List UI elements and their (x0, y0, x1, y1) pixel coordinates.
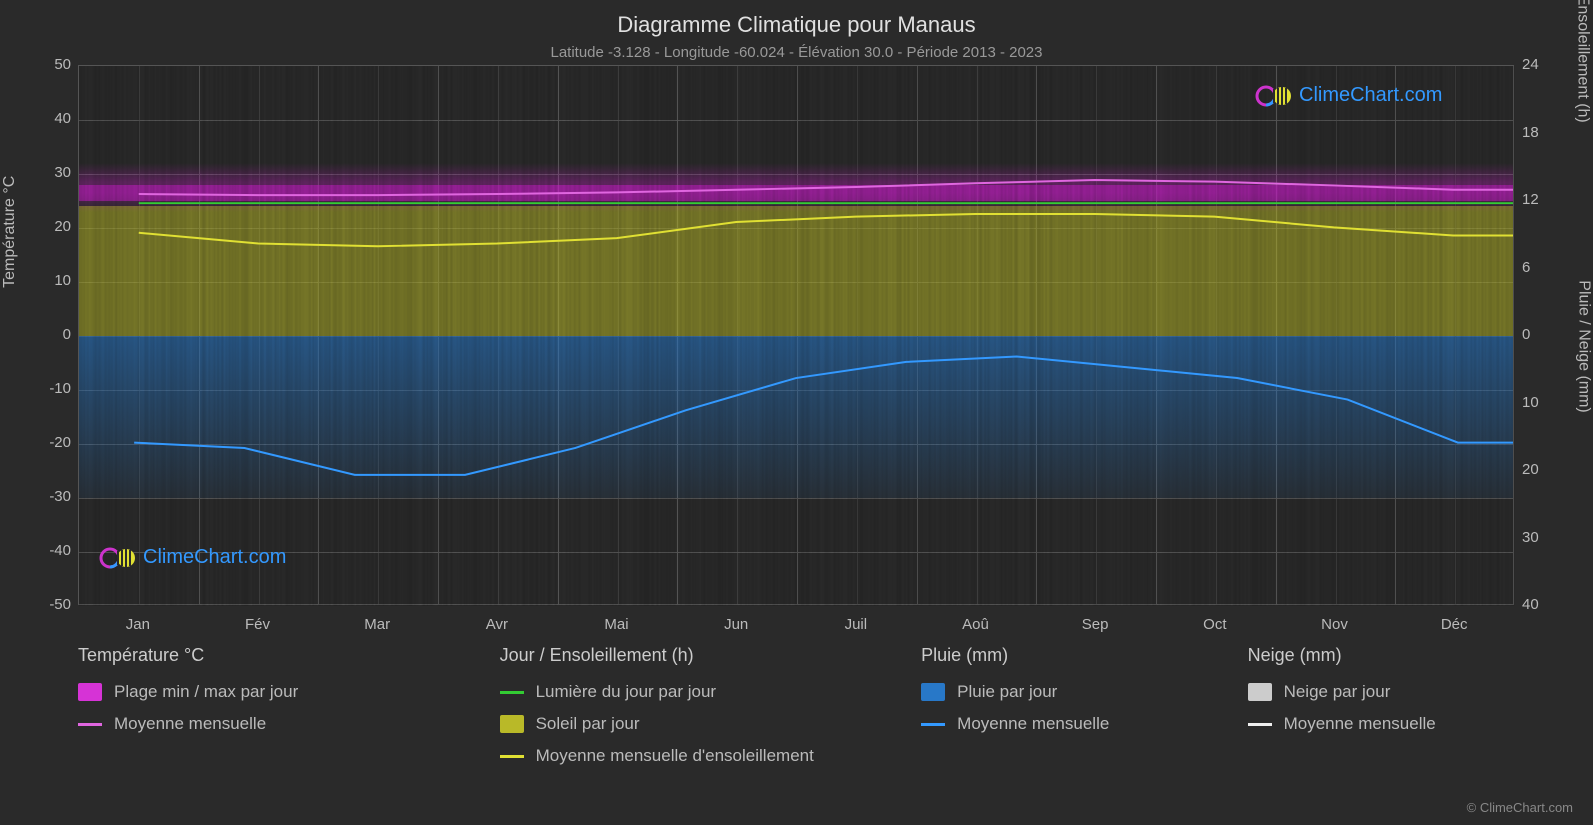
ytick-right-hours: 6 (1522, 259, 1530, 276)
chart-title: Diagramme Climatique pour Manaus (0, 0, 1593, 38)
watermark: ClimeChart.com (99, 546, 286, 569)
legend: Température °C Plage min / max par jour Mo… (78, 645, 1514, 766)
legend-item: Moyenne mensuelle d'ensoleillement (500, 746, 862, 766)
logo-icon (1255, 85, 1293, 107)
xtick-month: Nov (1321, 616, 1348, 633)
ytick-left: -20 (49, 434, 71, 451)
xtick-month: Fév (245, 616, 270, 633)
legend-item: Pluie par jour (921, 682, 1187, 702)
legend-column: Jour / Ensoleillement (h) Lumière du jour… (500, 645, 862, 766)
legend-line-icon (78, 723, 102, 726)
ytick-left: 50 (54, 56, 71, 73)
legend-line-icon (1248, 723, 1272, 726)
legend-item: Moyenne mensuelle (1248, 714, 1514, 734)
legend-column: Neige (mm) Neige par jour Moyenne mensuell… (1248, 645, 1514, 766)
watermark: ClimeChart.com (1255, 84, 1442, 107)
xtick-month: Déc (1441, 616, 1468, 633)
xtick-month: Jun (724, 616, 748, 633)
xtick-month: Mar (364, 616, 390, 633)
ytick-left: 0 (63, 326, 71, 343)
legend-label: Neige par jour (1284, 682, 1391, 702)
legend-line-icon (500, 691, 524, 694)
chart-subtitle: Latitude -3.128 - Longitude -60.024 - Él… (0, 38, 1593, 61)
y-axis-left: 50403020100-10-20-30-40-50 (20, 65, 75, 605)
legend-swatch-icon (1248, 683, 1272, 701)
legend-swatch-icon (500, 715, 524, 733)
ytick-left: 30 (54, 164, 71, 181)
ytick-left: 10 (54, 272, 71, 289)
legend-item: Plage min / max par jour (78, 682, 440, 702)
xtick-month: Mai (604, 616, 628, 633)
legend-label: Moyenne mensuelle (1284, 714, 1436, 734)
legend-label: Pluie par jour (957, 682, 1057, 702)
xtick-month: Sep (1082, 616, 1109, 633)
legend-label: Moyenne mensuelle d'ensoleillement (536, 746, 814, 766)
ytick-right-mm: 40 (1522, 596, 1539, 613)
legend-header: Température °C (78, 645, 440, 666)
legend-column: Pluie (mm) Pluie par jour Moyenne mensuell… (921, 645, 1187, 766)
ytick-right-hours: 24 (1522, 56, 1539, 73)
legend-line-icon (500, 755, 524, 758)
xtick-month: Oct (1203, 616, 1226, 633)
legend-header: Pluie (mm) (921, 645, 1187, 666)
legend-column: Température °C Plage min / max par jour Mo… (78, 645, 440, 766)
chart-plot-area: ClimeChart.com ClimeChart.com (78, 65, 1514, 605)
legend-item: Moyenne mensuelle (78, 714, 440, 734)
xtick-month: Jan (126, 616, 150, 633)
ytick-right-hours: 12 (1522, 191, 1539, 208)
legend-line-icon (921, 723, 945, 726)
ytick-left: -30 (49, 488, 71, 505)
legend-swatch-icon (921, 683, 945, 701)
legend-item: Moyenne mensuelle (921, 714, 1187, 734)
ytick-right-hours: 0 (1522, 326, 1530, 343)
ytick-right-hours: 18 (1522, 124, 1539, 141)
ytick-right-mm: 20 (1522, 461, 1539, 478)
legend-item: Soleil par jour (500, 714, 862, 734)
axis-title-right-bottom: Pluie / Neige (mm) (1574, 280, 1592, 412)
ytick-right-mm: 10 (1522, 394, 1539, 411)
legend-header: Neige (mm) (1248, 645, 1514, 666)
ytick-left: -10 (49, 380, 71, 397)
ytick-left: 20 (54, 218, 71, 235)
axis-title-left: Température °C (1, 176, 19, 288)
legend-label: Plage min / max par jour (114, 682, 298, 702)
logo-icon (99, 547, 137, 569)
xtick-month: Juil (845, 616, 868, 633)
xtick-month: Aoû (962, 616, 989, 633)
legend-item: Neige par jour (1248, 682, 1514, 702)
legend-header: Jour / Ensoleillement (h) (500, 645, 862, 666)
ytick-right-mm: 30 (1522, 529, 1539, 546)
y-axis-right: 2418126010203040 (1518, 65, 1573, 605)
legend-label: Soleil par jour (536, 714, 640, 734)
ytick-left: 40 (54, 110, 71, 127)
ytick-left: -40 (49, 542, 71, 559)
copyright-text: © ClimeChart.com (1467, 800, 1573, 815)
axis-title-right-top: Jour / Ensoleillement (h) (1574, 0, 1592, 123)
legend-label: Moyenne mensuelle (114, 714, 266, 734)
legend-item: Lumière du jour par jour (500, 682, 862, 702)
legend-label: Moyenne mensuelle (957, 714, 1109, 734)
x-axis: Jan Fév Mar Avr Mai Jun Juil Aoû Sep Oct Nov Déc (78, 610, 1514, 635)
legend-label: Lumière du jour par jour (536, 682, 716, 702)
legend-swatch-icon (78, 683, 102, 701)
xtick-month: Avr (486, 616, 508, 633)
ytick-left: -50 (49, 596, 71, 613)
